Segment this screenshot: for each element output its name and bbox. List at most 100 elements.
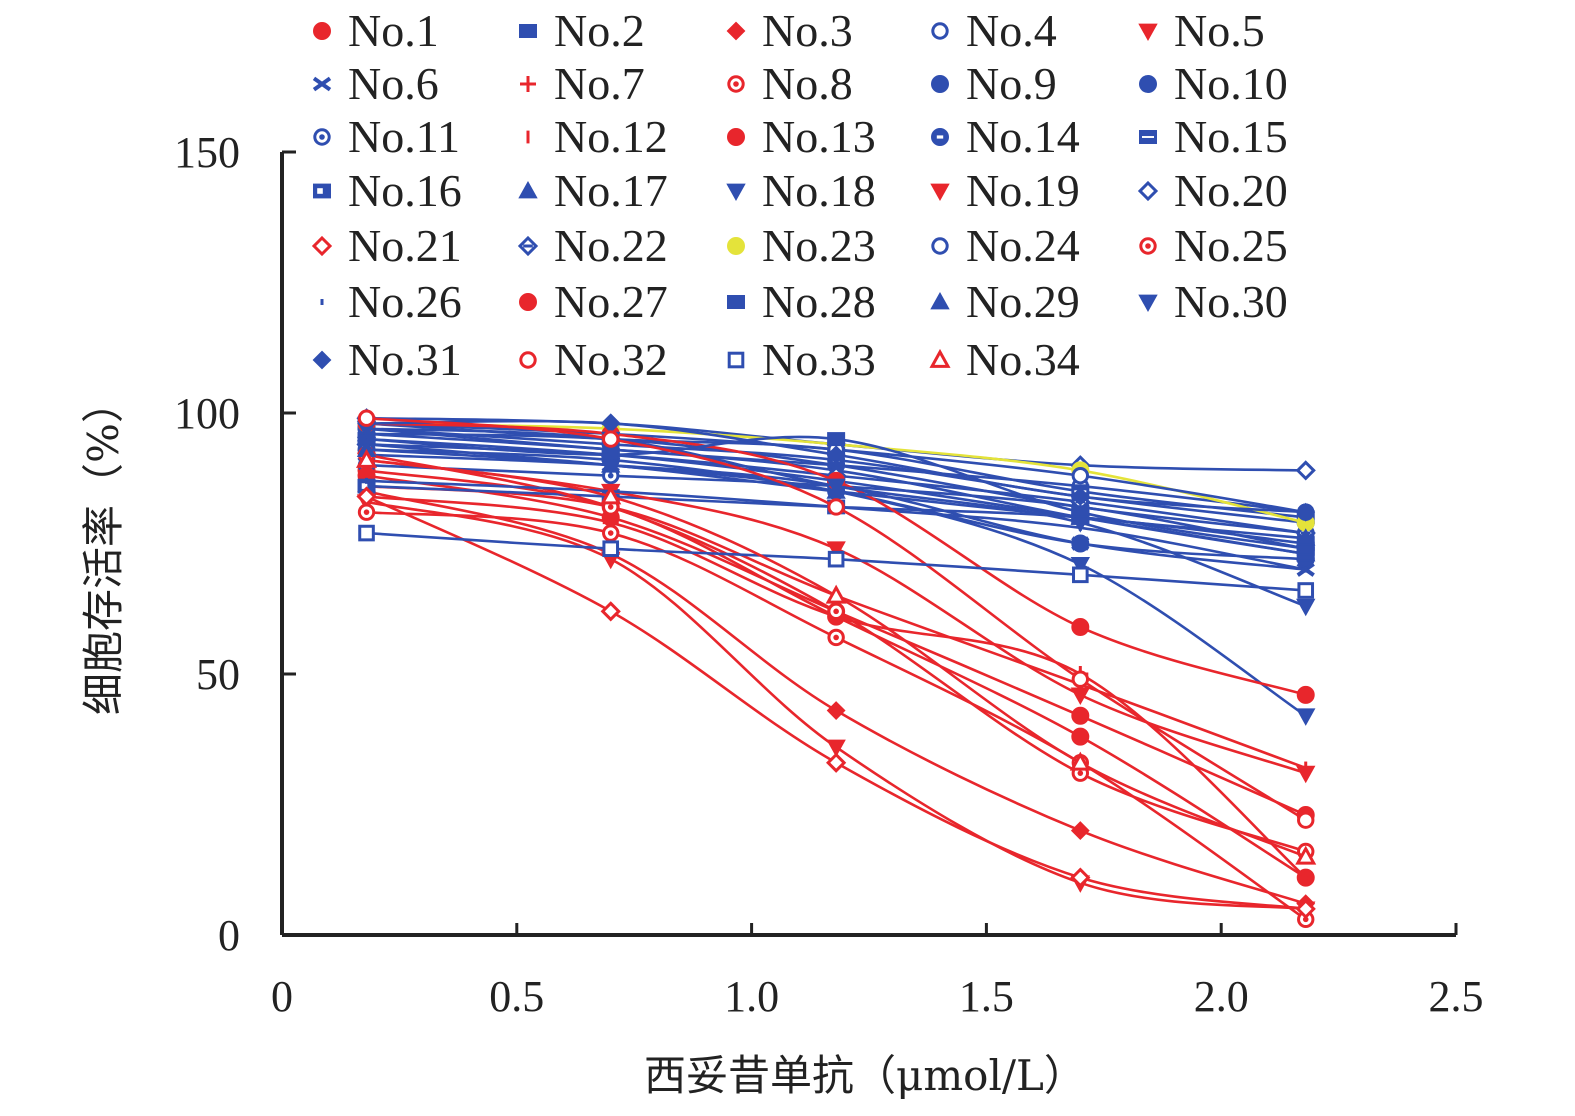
legend-label: No.15 — [1174, 111, 1288, 162]
legend-entry: No.27 — [519, 276, 668, 327]
y-tick-label: 50 — [196, 650, 240, 699]
data-point — [827, 498, 845, 516]
legend-label: No.4 — [966, 5, 1057, 56]
data-point — [602, 524, 620, 542]
legend-label: No.24 — [966, 220, 1080, 271]
plot-area — [355, 408, 1317, 929]
legend-label: No.23 — [762, 220, 876, 271]
legend-entry: No.22 — [517, 220, 668, 271]
legend-marker — [1139, 130, 1157, 144]
legend-entry: No.8 — [727, 58, 853, 109]
legend-marker — [313, 183, 331, 199]
legend-entry: No.3 — [726, 5, 853, 56]
legend-entry: No.20 — [1137, 165, 1288, 216]
data-point — [1071, 706, 1090, 725]
legend-label: No.18 — [762, 165, 876, 216]
legend-entry: No.26 — [320, 276, 462, 327]
legend-marker — [518, 180, 538, 199]
data-point — [826, 701, 846, 720]
legend-entry: No.15 — [1139, 111, 1288, 162]
legend-marker — [313, 128, 331, 146]
x-tick-label: 1.0 — [724, 972, 779, 1021]
legend-entry: No.19 — [930, 165, 1080, 216]
x-tick-label: 1.5 — [959, 972, 1014, 1021]
legend-marker — [517, 235, 539, 257]
x-tick-label: 2.0 — [1194, 972, 1249, 1021]
legend-entry: No.4 — [931, 5, 1057, 56]
legend-label: No.21 — [348, 220, 462, 271]
legend-label: No.22 — [554, 220, 668, 271]
legend: No.1 No.2 No.3 No.4 No.5No.6 No.7 No.8 No.9 No.1… — [311, 5, 1288, 385]
legend-marker — [931, 22, 949, 40]
legend-entry: No.24 — [931, 220, 1080, 271]
legend-marker — [1138, 23, 1158, 42]
series-no-21 — [356, 486, 1316, 920]
legend-marker — [726, 183, 746, 202]
legend-marker — [519, 24, 537, 38]
legend-entry: No.28 — [727, 276, 876, 327]
legend-entry: No.1 — [313, 5, 439, 56]
legend-label: No.28 — [762, 276, 876, 327]
data-point — [602, 540, 620, 558]
data-point — [357, 409, 376, 427]
series-no-32 — [357, 409, 1315, 829]
legend-label: No.26 — [348, 276, 462, 327]
data-point — [826, 478, 846, 497]
legend-marker — [519, 351, 537, 369]
legend-marker — [312, 350, 332, 370]
data-point — [1071, 618, 1090, 637]
legend-marker — [312, 76, 332, 92]
legend-label: No.7 — [554, 58, 645, 109]
series-no-33 — [358, 524, 1315, 599]
data-point — [1070, 821, 1090, 841]
legend-entry: No.5 — [1138, 5, 1265, 56]
legend-label: No.1 — [348, 5, 439, 56]
legend-marker — [1138, 294, 1158, 313]
legend-label: No.17 — [554, 165, 668, 216]
data-point — [827, 432, 846, 447]
legend-marker — [519, 293, 537, 311]
x-tick-label: 0 — [271, 972, 293, 1021]
data-point — [1304, 566, 1308, 573]
data-point — [1070, 867, 1091, 888]
series-no-28 — [357, 432, 1315, 556]
data-point — [1296, 765, 1316, 784]
legend-label: No.20 — [1174, 165, 1288, 216]
legend-label: No.9 — [966, 58, 1057, 109]
legend-label: No.12 — [554, 111, 668, 162]
legend-entry: No.11 — [313, 111, 460, 162]
data-point — [827, 628, 845, 647]
legend-label: No.29 — [966, 276, 1080, 327]
legend-marker — [311, 235, 333, 257]
legend-label: No.33 — [762, 334, 876, 385]
data-point — [601, 455, 621, 473]
legend-entry: No.16 — [313, 165, 462, 216]
legend-entry: No.25 — [1139, 220, 1288, 271]
y-tick-label: 100 — [174, 389, 240, 438]
data-point — [1296, 708, 1316, 726]
legend-label: No.27 — [554, 276, 668, 327]
data-point — [357, 503, 376, 521]
data-point — [600, 485, 622, 505]
data-point — [1070, 556, 1091, 575]
legend-label: No.6 — [348, 58, 439, 109]
legend-label: No.5 — [1174, 5, 1265, 56]
legend-entry: No.14 — [931, 111, 1080, 162]
legend-label: No.25 — [1174, 220, 1288, 271]
legend-marker — [520, 76, 536, 92]
legend-marker — [1139, 237, 1157, 255]
data-point — [1069, 751, 1091, 771]
legend-marker — [1137, 180, 1159, 202]
legend-label: No.34 — [966, 334, 1080, 385]
legend-marker — [727, 351, 745, 369]
data-point — [826, 739, 846, 758]
legend-label: No.14 — [966, 111, 1080, 162]
data-point — [355, 448, 378, 468]
y-axis-label: 细胞存活率（%） — [79, 381, 128, 715]
legend-marker — [1139, 75, 1157, 93]
legend-entry: No.34 — [929, 334, 1080, 385]
data-point — [1297, 811, 1315, 829]
legend-marker — [727, 295, 745, 309]
legend-entry: No.33 — [727, 334, 876, 385]
